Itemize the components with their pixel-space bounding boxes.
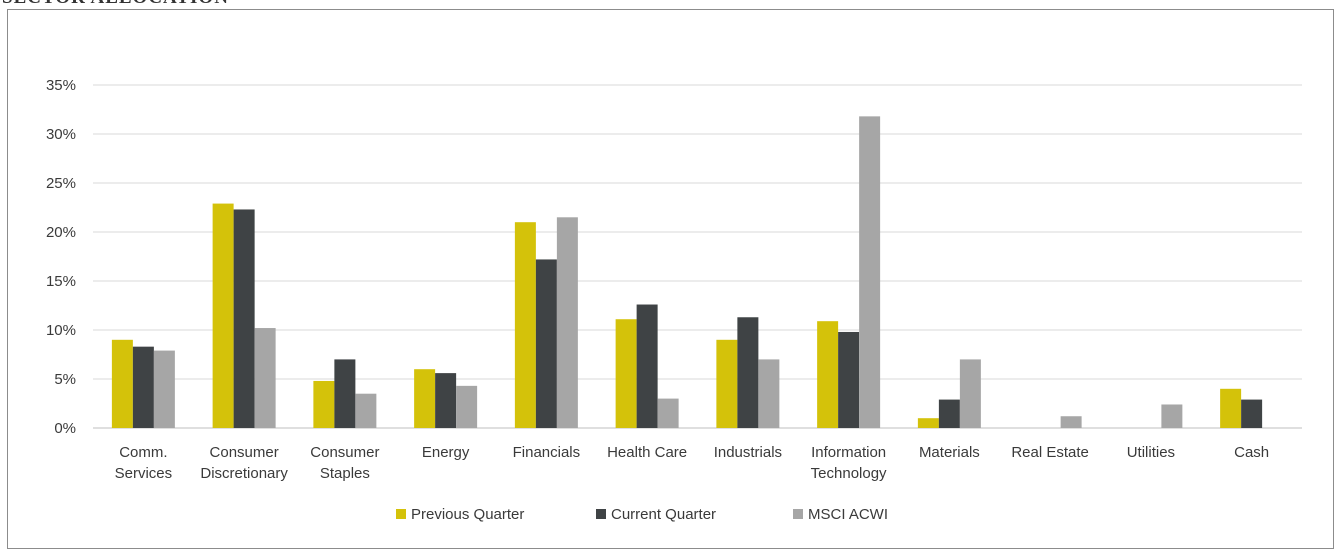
x-tick-label: Materials bbox=[919, 444, 980, 461]
y-tick-label: 35% bbox=[46, 77, 76, 94]
x-tick-label: Cash bbox=[1234, 444, 1269, 461]
bar bbox=[456, 385, 478, 428]
bar bbox=[636, 304, 658, 428]
bar bbox=[111, 339, 133, 428]
bar bbox=[938, 399, 960, 428]
y-tick-label: 0% bbox=[54, 420, 76, 437]
bar bbox=[817, 321, 839, 428]
x-tick-label: Consumer Discretionary bbox=[200, 444, 288, 482]
bar bbox=[859, 116, 881, 429]
bar bbox=[535, 259, 557, 428]
bar bbox=[556, 217, 578, 428]
bar bbox=[132, 346, 154, 428]
bar bbox=[414, 369, 436, 428]
x-tick-label: Information Technology bbox=[811, 444, 887, 482]
x-tick-label: Industrials bbox=[714, 444, 782, 461]
bar bbox=[1241, 399, 1263, 428]
bar bbox=[254, 328, 276, 428]
bar bbox=[758, 359, 780, 428]
legend-label: Current Quarter bbox=[611, 506, 716, 523]
bar bbox=[233, 209, 255, 428]
x-tick-label: Energy bbox=[422, 444, 470, 461]
bar bbox=[1060, 416, 1082, 428]
bar bbox=[153, 350, 175, 428]
bar bbox=[313, 380, 335, 428]
y-tick-label: 15% bbox=[46, 273, 76, 290]
legend-swatch bbox=[396, 509, 406, 519]
x-tick-label: Consumer Staples bbox=[310, 444, 379, 482]
y-tick-label: 30% bbox=[46, 126, 76, 143]
bar bbox=[657, 398, 679, 428]
legend-swatch bbox=[793, 509, 803, 519]
bar bbox=[917, 418, 939, 428]
bar bbox=[1220, 388, 1242, 428]
y-tick-label: 5% bbox=[54, 371, 76, 388]
bar bbox=[435, 373, 457, 428]
x-tick-label: Utilities bbox=[1127, 444, 1175, 461]
bar bbox=[334, 359, 356, 428]
legend-label: Previous Quarter bbox=[411, 506, 524, 523]
x-tick-label: Comm. Services bbox=[115, 444, 173, 482]
bar bbox=[737, 317, 759, 428]
chart-title: SECTOR ALLOCATION bbox=[2, 0, 229, 9]
bar bbox=[212, 203, 234, 428]
y-tick-label: 20% bbox=[46, 224, 76, 241]
bar bbox=[355, 393, 377, 428]
y-tick-label: 10% bbox=[46, 322, 76, 339]
bar bbox=[838, 331, 860, 428]
bar bbox=[514, 222, 536, 428]
legend-label: MSCI ACWI bbox=[808, 506, 888, 523]
x-tick-label: Real Estate bbox=[1011, 444, 1089, 461]
sector-allocation-chart: 0% 5% 10% 15% 20% 25% 30% 35% Comm. Services Consu… bbox=[46, 77, 1302, 523]
bar bbox=[716, 339, 738, 428]
bar bbox=[615, 319, 637, 428]
y-tick-label: 25% bbox=[46, 175, 76, 192]
x-tick-label: Financials bbox=[513, 444, 581, 461]
bar bbox=[1161, 404, 1183, 428]
bar bbox=[959, 359, 981, 428]
x-tick-label: Health Care bbox=[607, 444, 687, 461]
legend-swatch bbox=[596, 509, 606, 519]
